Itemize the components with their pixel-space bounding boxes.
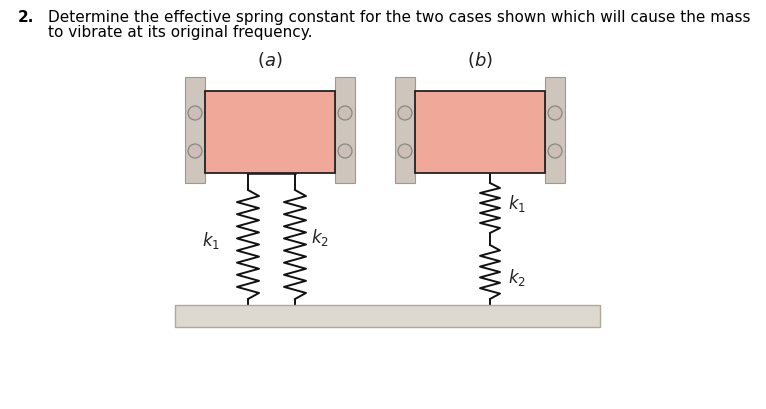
Text: $(a)$: $(a)$	[257, 50, 283, 70]
Text: $k_2$: $k_2$	[311, 227, 329, 247]
Text: $(b)$: $(b)$	[467, 50, 493, 70]
Text: $k_1$: $k_1$	[508, 193, 526, 214]
Bar	[175, 305, 600, 327]
Bar	[205, 92, 335, 173]
Circle shape	[338, 107, 352, 121]
Circle shape	[188, 145, 202, 159]
Text: $k_2$: $k_2$	[508, 267, 526, 288]
Text: Determine the effective spring constant for the two cases shown which will cause: Determine the effective spring constant …	[48, 10, 751, 25]
Bar	[185, 78, 205, 184]
Circle shape	[548, 107, 562, 121]
Bar	[415, 92, 545, 173]
Bar	[335, 78, 355, 184]
Text: 2.: 2.	[18, 10, 34, 25]
Circle shape	[398, 107, 412, 121]
Bar	[395, 78, 415, 184]
Circle shape	[188, 107, 202, 121]
Circle shape	[338, 145, 352, 159]
Bar	[545, 78, 565, 184]
Circle shape	[398, 145, 412, 159]
Text: to vibrate at its original frequency.: to vibrate at its original frequency.	[48, 25, 313, 40]
Text: $k_1$: $k_1$	[202, 229, 220, 250]
Circle shape	[548, 145, 562, 159]
